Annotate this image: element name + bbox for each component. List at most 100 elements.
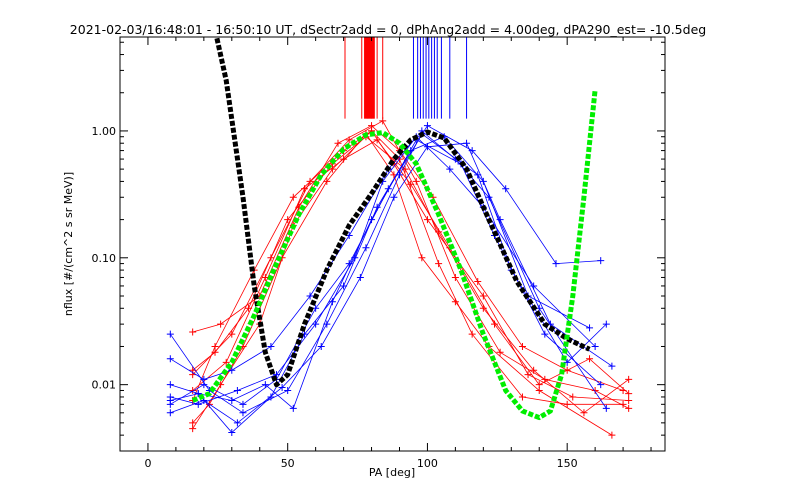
marker-band-red xyxy=(364,37,375,119)
trace-point-blue-8-2 xyxy=(228,366,236,374)
trace-point-red-1-1 xyxy=(217,320,225,328)
trace-point-red-0-11 xyxy=(625,397,633,405)
trace-point-blue-12-2 xyxy=(228,428,236,436)
trace-point-blue-13-10 xyxy=(552,260,560,268)
trace-point-red-6-2 xyxy=(267,254,275,262)
trace-point-blue-11-3 xyxy=(284,386,292,394)
trace-point-blue-10-6 xyxy=(390,193,398,201)
trace-point-blue-7-4 xyxy=(312,320,320,328)
trace-point-red-3-7 xyxy=(418,254,426,262)
trace-point-red-6-9 xyxy=(541,375,549,383)
trace-point-blue-10-4 xyxy=(317,342,325,350)
trace-point-blue-12-1 xyxy=(194,390,202,398)
trace-line-red-1 xyxy=(192,125,624,391)
trace-point-red-5-10 xyxy=(563,400,571,408)
trace-point-blue-12-9 xyxy=(479,177,487,185)
trace-line-blue-12 xyxy=(170,136,590,434)
trace-point-red-5-8 xyxy=(468,330,476,338)
trace-point-red-0-10 xyxy=(569,393,577,401)
trace-point-red-4-11 xyxy=(625,390,633,398)
trace-point-red-4-6 xyxy=(407,180,415,188)
x-axis-label: PA [deg] xyxy=(369,466,415,479)
plot-frame xyxy=(119,36,666,452)
x-tick-label-50: 50 xyxy=(281,457,295,470)
trace-point-blue-9-2 xyxy=(228,397,236,405)
trace-point-blue-12-5 xyxy=(340,282,348,290)
trace-point-red-6-8 xyxy=(496,348,504,356)
trace-point-red-0-7 xyxy=(423,216,431,224)
x-tick-label-100: 100 xyxy=(417,457,438,470)
trace-point-blue-13-2 xyxy=(239,400,247,408)
trace-point-red-4-2 xyxy=(261,273,269,281)
trace-point-blue-9-3 xyxy=(261,381,269,389)
trace-point-red-1-0 xyxy=(189,328,197,336)
y-axis-label: nflux [#/(cm^2 s sr MeV)] xyxy=(62,172,75,316)
trace-point-blue-11-5 xyxy=(362,244,370,252)
trace-point-blue-13-6 xyxy=(384,185,392,193)
trace-point-blue-8-0 xyxy=(166,355,174,363)
trace-point-blue-13-5 xyxy=(345,260,353,268)
trace-point-blue-11-4 xyxy=(323,320,331,328)
trace-point-blue-10-8 xyxy=(463,139,471,147)
trace-point-red-5-4 xyxy=(328,165,336,173)
fit-curves xyxy=(191,37,598,421)
trace-point-blue-7-8 xyxy=(446,165,454,173)
trace-point-red-4-9 xyxy=(535,381,543,389)
trace-point-blue-12-3 xyxy=(267,393,275,401)
trace-point-red-2-10 xyxy=(580,409,588,417)
trace-point-blue-13-11 xyxy=(597,257,605,265)
trace-point-red-6-11 xyxy=(625,404,633,412)
trace-point-blue-9-11 xyxy=(597,381,605,389)
trace-point-red-5-7 xyxy=(435,260,443,268)
trace-point-red-3-11 xyxy=(608,431,616,439)
x-tick-label-150: 150 xyxy=(557,457,578,470)
trace-point-red-2-11 xyxy=(625,375,633,383)
vertical-markers xyxy=(344,37,468,119)
trace-point-red-6-10 xyxy=(591,386,599,394)
trace-point-red-3-4 xyxy=(323,177,331,185)
trace-point-red-0-8 xyxy=(479,292,487,300)
axes: 0 50 100 150 0.01 0.10 1.00 xyxy=(92,37,665,470)
trace-point-red-4-1 xyxy=(222,358,230,366)
trace-point-red-0-3 xyxy=(289,193,297,201)
trace-point-red-4-8 xyxy=(491,320,499,328)
trace-point-blue-12-0 xyxy=(166,381,174,389)
trace-point-red-5-0 xyxy=(189,425,197,433)
trace-point-red-1-8 xyxy=(474,278,482,286)
trace-point-blue-11-0 xyxy=(166,330,174,338)
trace-line-blue-13 xyxy=(170,125,601,405)
x-tick-label-0: 0 xyxy=(144,457,151,470)
trace-point-blue-7-11 xyxy=(591,342,599,350)
trace-point-red-4-10 xyxy=(586,355,594,363)
trace-point-red-4-0 xyxy=(189,386,197,394)
trace-point-blue-7-1 xyxy=(194,400,202,408)
trace-point-blue-13-0 xyxy=(166,400,174,408)
trace-point-blue-11-11 xyxy=(602,320,610,328)
trace-point-blue-10-0 xyxy=(166,409,174,417)
trace-point-blue-10-9 xyxy=(496,216,504,224)
trace-point-red-6-3 xyxy=(306,177,314,185)
trace-point-blue-10-11 xyxy=(608,362,616,370)
chart-title: 2021-02-03/16:48:01 - 16:50:10 UT, dSect… xyxy=(70,22,706,37)
trace-point-blue-13-8 xyxy=(468,147,476,155)
trace-point-red-0-9 xyxy=(524,371,532,379)
trace-point-blue-8-11 xyxy=(602,404,610,412)
trace-point-blue-7-10 xyxy=(530,282,538,290)
trace-point-blue-13-1 xyxy=(200,381,208,389)
trace-point-blue-9-4 xyxy=(289,404,297,412)
trace-point-red-6-1 xyxy=(228,330,236,338)
trace-point-red-1-4 xyxy=(334,139,342,147)
trace-point-blue-9-10 xyxy=(541,330,549,338)
trace-point-blue-13-9 xyxy=(502,185,510,193)
trace-point-red-6-7 xyxy=(451,273,459,281)
y-tick-label-1: 0.10 xyxy=(92,252,117,265)
fit-curve-black xyxy=(214,37,591,388)
trace-point-blue-7-2 xyxy=(233,386,241,394)
trace-line-blue-11 xyxy=(169,133,607,414)
y-tick-label-2: 1.00 xyxy=(92,125,117,138)
trace-point-red-2-3 xyxy=(284,216,292,224)
trace-line-blue-10 xyxy=(170,142,613,424)
trace-point-red-6-6 xyxy=(412,177,420,185)
trace-point-red-1-9 xyxy=(518,342,526,350)
